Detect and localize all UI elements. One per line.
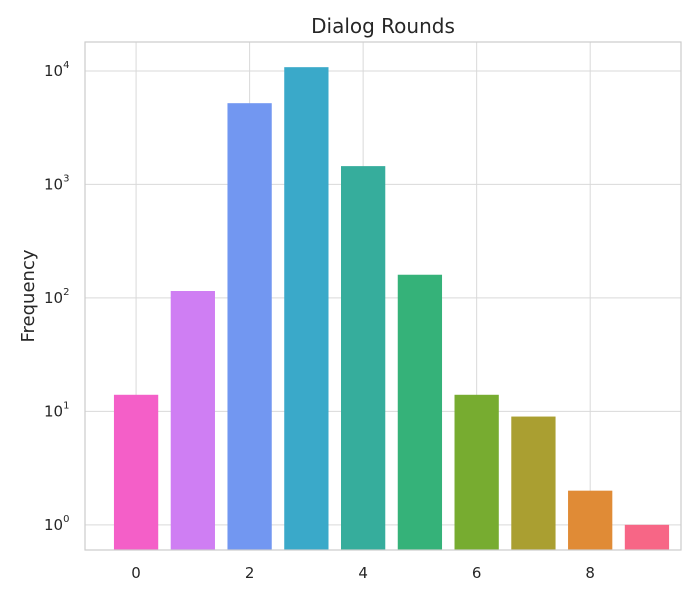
bar-2 [227, 103, 272, 550]
x-tick-label: 6 [472, 564, 482, 582]
bar-1 [170, 291, 215, 550]
chart-title: Dialog Rounds [311, 14, 455, 38]
bars [113, 67, 670, 550]
x-tick-label: 2 [245, 564, 255, 582]
x-tick-labels: 0 2 4 6 8 [131, 564, 595, 582]
bar-4 [340, 166, 386, 550]
bar-7 [511, 416, 556, 550]
bar-5 [397, 274, 443, 550]
y-tick-label: 103 [44, 173, 69, 193]
x-tick-label: 4 [358, 564, 368, 582]
bar-9 [624, 524, 670, 550]
bar-6 [454, 394, 499, 550]
y-tick-label: 101 [44, 400, 69, 420]
y-tick-label: 102 [44, 287, 69, 307]
bar-0 [113, 394, 159, 550]
y-tick-label: 104 [44, 60, 69, 80]
bar-8 [568, 490, 613, 550]
x-tick-label: 8 [585, 564, 595, 582]
x-tick-label: 0 [131, 564, 141, 582]
y-tick-labels: 100 101 102 103 104 [44, 60, 69, 534]
bar-3 [284, 67, 329, 550]
plot-frame [84, 41, 682, 551]
y-axis-label: Frequency [18, 249, 39, 342]
y-tick-label: 100 [44, 514, 69, 534]
